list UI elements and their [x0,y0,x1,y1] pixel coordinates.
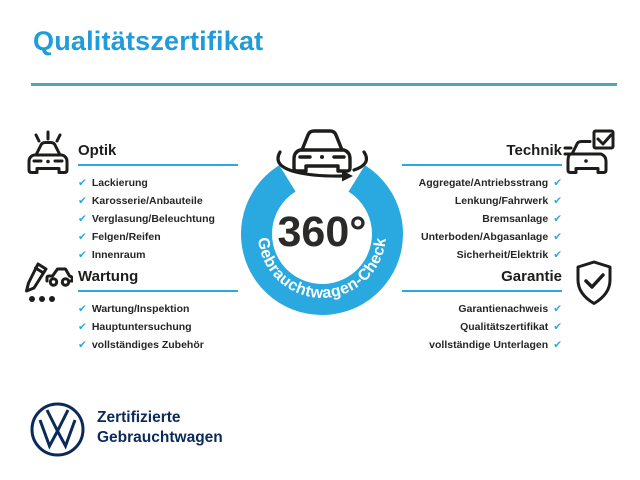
page-title: Qualitätszertifikat [33,26,264,56]
check-icon: ✔ [553,177,562,189]
list-item: ✔ Innenraum [78,249,146,261]
list-item: Lenkung/Fahrwerk ✔ [454,195,562,207]
list-item: ✔ Verglasung/Beleuchtung [78,213,215,225]
ring-360 [241,153,403,315]
list-item: Bremsanlage ✔ [482,213,562,225]
section-optik: Optik ✔ Lackierung ✔ Karosserie/Anbauteile… [78,142,238,264]
section-title-wartung: Wartung [78,268,238,292]
wartung-item-list: ✔ Wartung/Inspektion ✔ Hauptuntersuchung ✔… [78,300,238,354]
check-icon: ✔ [553,339,562,351]
list-item: ✔ Felgen/Reifen [78,231,161,243]
list-item: ✔ vollständiges Zubehör [78,339,204,351]
list-item: Aggregate/Antriebsstrang ✔ [418,177,562,189]
list-item: ✔ Karosserie/Anbauteile [78,195,203,207]
degrees-label: 360° [278,208,367,256]
section-garantie: Garantie Garantienachweis ✔ Qualitätszert… [402,268,562,354]
technik-item-list: Aggregate/Antriebsstrang ✔ Lenkung/Fahrwe… [402,174,562,264]
footer-claim: Zertifizierte Gebrauchtwagen [97,408,223,448]
service-checklist-icon [25,262,73,302]
check-icon: ✔ [553,231,562,243]
check-icon: ✔ [78,321,87,333]
list-item: vollständige Unterlagen ✔ [429,339,562,351]
shiny-car-icon [27,130,69,174]
list-item: Qualitätszertifikat ✔ [460,321,562,333]
360-check-ring: Gebrauchtwagen-Check 360° [241,129,403,315]
check-icon: ✔ [78,195,87,207]
optik-item-list: ✔ Lackierung ✔ Karosserie/Anbauteile ✔ Verg… [78,174,238,264]
check-icon: ✔ [553,303,562,315]
check-icon: ✔ [78,249,87,261]
list-item: ✔ Hauptuntersuchung [78,321,192,333]
section-title-garantie: Garantie [402,268,562,292]
check-icon: ✔ [553,213,562,225]
footer-claim-line2: Gebrauchtwagen [97,429,223,446]
section-title-optik: Optik [78,142,238,166]
check-icon: ✔ [553,195,562,207]
section-wartung: Wartung ✔ Wartung/Inspektion ✔ Hauptunters… [78,268,238,354]
list-item: ✔ Wartung/Inspektion [78,303,190,315]
check-icon: ✔ [78,303,87,315]
rotating-car-icon [276,129,368,182]
title-divider [31,83,617,86]
check-icon: ✔ [78,177,87,189]
list-item: Sicherheit/Elektrik ✔ [456,249,562,261]
footer-claim-line1: Zertifizierte [97,409,181,426]
list-item: Unterboden/Abgasanlage ✔ [421,231,562,243]
shield-check-icon [576,260,612,305]
section-title-technik: Technik [402,142,562,166]
check-icon: ✔ [553,321,562,333]
check-icon: ✔ [78,213,87,225]
section-technik: Technik Aggregate/Antriebsstrang ✔ Lenkun… [402,142,562,264]
check-icon: ✔ [78,339,87,351]
list-item: Garantienachweis ✔ [458,303,562,315]
garantie-item-list: Garantienachweis ✔ Qualitätszertifikat ✔ v… [402,300,562,354]
list-item: ✔ Lackierung [78,177,148,189]
check-icon: ✔ [78,231,87,243]
vw-logo [30,402,85,457]
car-checkbox-icon [563,129,615,174]
check-icon: ✔ [553,249,562,261]
